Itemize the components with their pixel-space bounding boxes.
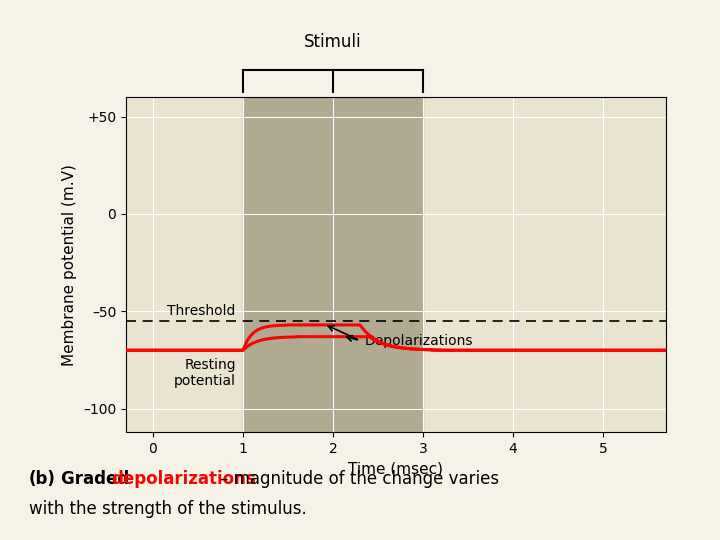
Text: depolarizations: depolarizations bbox=[112, 470, 256, 488]
Text: Depolarizations: Depolarizations bbox=[364, 334, 473, 348]
Text: – magnitude of the change varies: – magnitude of the change varies bbox=[220, 470, 499, 488]
Text: with the strength of the stimulus.: with the strength of the stimulus. bbox=[29, 500, 307, 517]
Text: Stimuli: Stimuli bbox=[304, 33, 362, 51]
Bar bbox=[243, 97, 423, 432]
Text: Threshold: Threshold bbox=[168, 304, 235, 318]
Text: Resting
potential: Resting potential bbox=[174, 358, 235, 388]
Text: Graded: Graded bbox=[61, 470, 135, 488]
Y-axis label: Membrane potential (m.V): Membrane potential (m.V) bbox=[63, 164, 78, 366]
Text: (b): (b) bbox=[29, 470, 55, 488]
X-axis label: Time (msec): Time (msec) bbox=[348, 461, 444, 476]
